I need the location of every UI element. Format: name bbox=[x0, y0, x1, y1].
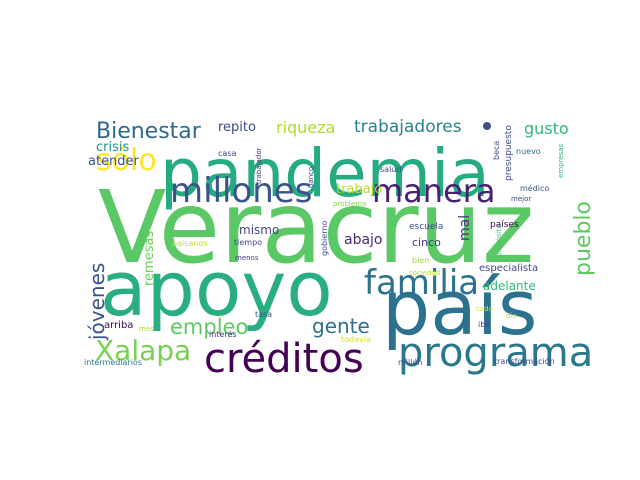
word-arriba: arriba bbox=[104, 320, 133, 331]
word-empleo: empleo bbox=[170, 315, 248, 339]
word-gusto: gusto bbox=[524, 119, 569, 138]
word-mal: mal bbox=[457, 215, 473, 241]
word-menos: menos bbox=[235, 254, 259, 262]
word-especialista: especialista bbox=[479, 263, 538, 274]
word-problema: problema bbox=[333, 200, 366, 208]
word-crisis: crisis bbox=[96, 140, 129, 155]
word-apoyo: apoyo bbox=[100, 244, 333, 333]
word-todavia: todavía bbox=[341, 335, 371, 344]
word-transformacion: transformación bbox=[494, 356, 555, 366]
word-iba: iba bbox=[478, 320, 490, 329]
word-sociedad: sociedad bbox=[409, 269, 440, 277]
word-remesas: remesas bbox=[142, 231, 157, 286]
word-trabajo: trabajo bbox=[336, 182, 382, 197]
word-riqueza: riqueza bbox=[276, 118, 335, 137]
word-gobierno: gobierno bbox=[320, 221, 329, 256]
word-interes: interés bbox=[209, 329, 237, 339]
word-manera: manera bbox=[372, 172, 496, 210]
word-intermediarios: intermediarios bbox=[84, 358, 142, 367]
word-dio: dio bbox=[506, 312, 517, 320]
word-proposito: propósito bbox=[495, 224, 503, 257]
word-programa: programa bbox=[398, 330, 593, 376]
word-bienestar: Bienestar bbox=[96, 119, 202, 144]
word-abajo: abajo bbox=[344, 232, 383, 248]
word-pueblo: pueblo bbox=[571, 201, 596, 276]
word-familia: familia bbox=[364, 263, 479, 303]
word-xalapa: Xalapa bbox=[95, 334, 191, 367]
word-atender: atender bbox=[88, 154, 140, 169]
word-repito: repito bbox=[218, 120, 256, 135]
word-salud: salud bbox=[380, 165, 401, 174]
word-jovenes: jóvenes bbox=[85, 263, 109, 341]
word-veracruz: Veracruz bbox=[98, 169, 535, 286]
word-beca: beca bbox=[492, 141, 501, 160]
word-millon: millón bbox=[398, 357, 422, 367]
word-medico: médico bbox=[520, 183, 549, 193]
word-nuevo: nuevo bbox=[516, 147, 541, 156]
word-mejor: mejor bbox=[511, 195, 531, 203]
word-cada: cada bbox=[476, 305, 493, 313]
word-solo: sólo bbox=[96, 143, 157, 178]
word-tiempo: tiempo bbox=[234, 238, 262, 247]
word-mismo: mismo bbox=[239, 223, 279, 237]
word-mes: mes bbox=[139, 325, 154, 333]
word-escuela: escuela bbox=[409, 222, 443, 232]
word-creditos: créditos bbox=[204, 336, 364, 382]
word-gente: gente bbox=[312, 314, 370, 338]
word-banco: banco bbox=[307, 167, 315, 188]
word-dot bbox=[483, 122, 491, 130]
word-trabajador: trabajador bbox=[255, 147, 263, 184]
word-empresas: empresas bbox=[557, 143, 565, 178]
word-pandemia: pandemia bbox=[160, 135, 490, 212]
word-millones: millones bbox=[170, 171, 312, 211]
word-paises: países bbox=[490, 220, 519, 230]
word-cinco: cinco bbox=[412, 236, 441, 249]
word-bien: bien bbox=[412, 256, 429, 265]
word-pais: país bbox=[382, 263, 538, 352]
word-tasa: tasa bbox=[255, 310, 272, 319]
word-presupuesto: presupuesto bbox=[504, 125, 514, 181]
word-casa: casa bbox=[218, 149, 236, 158]
word-trabajadores: trabajadores bbox=[354, 117, 462, 137]
word-paisanos: paisanos bbox=[172, 239, 207, 248]
word-adelante: adelante bbox=[483, 279, 536, 293]
